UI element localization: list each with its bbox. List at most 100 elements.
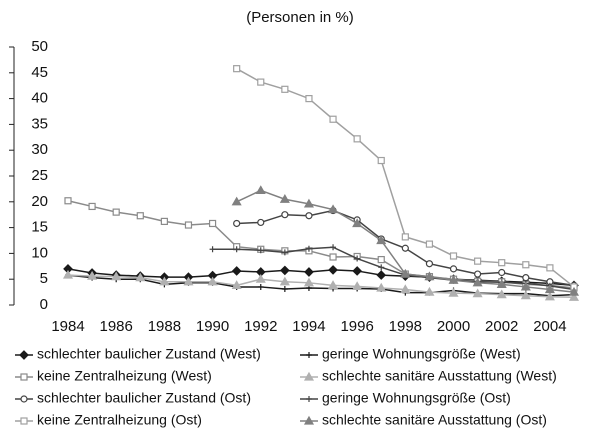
data-point [328, 265, 338, 275]
x-tick-label: 1990 [196, 318, 229, 335]
legend-marker [20, 373, 28, 381]
data-point [281, 85, 289, 93]
series-line [67, 268, 575, 287]
data-point [377, 156, 385, 165]
y-tick-label: 45 [31, 64, 48, 81]
data-point [544, 284, 555, 294]
data-point [448, 287, 459, 297]
legend-marker [306, 396, 312, 402]
data-point [568, 292, 580, 301]
x-tick-label: 1998 [389, 318, 422, 335]
data-point [303, 277, 314, 287]
data-point [257, 78, 265, 86]
data-point [280, 265, 290, 276]
data-point [329, 115, 337, 123]
data-point [424, 286, 435, 296]
y-tick-label: 10 [31, 244, 48, 261]
data-point [376, 282, 387, 292]
data-point [328, 204, 339, 214]
data-point [255, 185, 266, 195]
data-point [376, 235, 387, 245]
data-point [474, 270, 482, 278]
data-point [329, 253, 337, 261]
data-point [88, 202, 96, 211]
data-point [448, 275, 459, 284]
data-point [304, 267, 314, 277]
legend-label: geringe Wohnungsgröße (West) [322, 346, 521, 362]
data-point [183, 276, 194, 286]
data-point [257, 283, 264, 290]
series-line [67, 274, 575, 297]
y-tick-label: 0 [40, 296, 48, 313]
data-point [376, 270, 387, 280]
data-point [328, 280, 339, 289]
data-point [544, 291, 555, 301]
data-point [184, 221, 193, 229]
data-point [352, 266, 362, 276]
data-point [401, 233, 409, 241]
series-line [212, 246, 575, 291]
data-point [400, 284, 411, 294]
x-tick-label: 1994 [292, 318, 325, 335]
legend-marker [20, 417, 28, 425]
y-tick-label: 20 [31, 193, 48, 210]
y-tick-label: 50 [31, 38, 48, 55]
data-point [281, 286, 288, 293]
data-point [279, 194, 290, 203]
data-point [425, 240, 434, 248]
legend-label: keine Zentralheizung (West) [37, 368, 212, 384]
data-point [62, 269, 74, 279]
y-tick-label: 15 [31, 219, 48, 236]
data-point [231, 280, 242, 289]
data-point [425, 260, 434, 268]
data-point [159, 276, 170, 286]
data-point [449, 252, 458, 260]
legend-marker [306, 352, 312, 358]
legend-marker [20, 395, 28, 403]
x-tick-label: 2004 [533, 318, 566, 335]
data-point [305, 212, 313, 220]
legend-label: schlechte sanitäre Ausstattung (West) [322, 368, 557, 384]
x-tick-label: 1984 [51, 318, 84, 335]
data-point [233, 65, 241, 73]
data-point [87, 270, 98, 280]
data-point [208, 219, 217, 228]
data-point [520, 281, 531, 291]
data-point [257, 247, 264, 254]
data-point [424, 271, 435, 281]
legend-label: schlechter baulicher Zustand (Ost) [37, 390, 251, 406]
y-tick-label: 35 [31, 115, 48, 132]
data-point [257, 218, 265, 227]
data-point [400, 268, 411, 278]
x-tick-label: 2002 [485, 318, 518, 335]
data-point [498, 268, 506, 277]
legend-marker [19, 350, 29, 360]
data-point [472, 277, 483, 287]
data-point [233, 219, 241, 228]
data-point [378, 264, 385, 271]
data-point [233, 246, 240, 253]
data-point [352, 218, 363, 228]
data-point [472, 288, 483, 298]
data-point [498, 259, 506, 267]
data-point [522, 274, 530, 282]
data-point [279, 276, 290, 286]
data-point [255, 273, 266, 283]
x-tick-label: 1996 [340, 318, 373, 335]
data-point [303, 198, 314, 208]
legend-marker [303, 415, 315, 425]
data-point [568, 286, 580, 296]
legend-label: keine Zentralheizung (Ost) [37, 412, 202, 428]
data-point [111, 271, 122, 281]
data-point [330, 244, 337, 251]
y-tick-label: 30 [31, 141, 48, 158]
x-tick-label: 2000 [437, 318, 470, 335]
legend-label: schlechter baulicher Zustand (West) [37, 346, 261, 362]
data-point [305, 94, 313, 103]
data-point [112, 208, 120, 216]
data-point [546, 264, 554, 272]
x-tick-label: 1988 [148, 318, 181, 335]
x-tick-label: 1992 [244, 318, 277, 335]
data-point [281, 249, 288, 256]
data-point [520, 290, 531, 300]
